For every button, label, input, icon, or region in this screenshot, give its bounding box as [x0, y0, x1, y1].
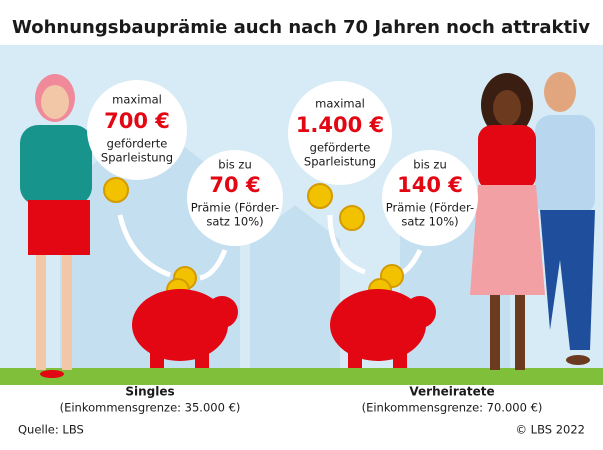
arrow: [117, 214, 171, 278]
group-sublabel: (Einkommensgrenze: 35.000 €): [60, 401, 241, 415]
bubble: [187, 150, 283, 246]
person-couple: [470, 72, 595, 370]
bubble-intro: maximal: [112, 93, 162, 107]
person-single: [20, 74, 92, 378]
grass: [0, 368, 603, 385]
bubble-line: Prämie (Förder-: [386, 201, 474, 215]
arrow: [199, 249, 228, 281]
bubble-line: satz 10%): [401, 215, 458, 229]
piggy-bank: [330, 289, 436, 368]
bubble-amount: 700 €: [104, 109, 170, 133]
bubble: [288, 81, 392, 185]
group-sublabel: (Einkommensgrenze: 70.000 €): [362, 401, 543, 415]
bubble-amount: 70 €: [209, 173, 260, 197]
bubble-text: maximal 700 € geförderte Sparleistung bi…: [101, 93, 474, 229]
bubble: [382, 150, 478, 246]
arrow: [327, 214, 366, 275]
group-label: Verheiratete: [409, 385, 494, 399]
bubble-line: Sparleistung: [101, 151, 173, 165]
bubble-line: Prämie (Förder-: [191, 201, 279, 215]
bubble: [87, 80, 187, 180]
bubble-line: Sparleistung: [304, 155, 376, 169]
bubble-line: geförderte: [107, 137, 168, 151]
bubble-amount: 140 €: [397, 173, 463, 197]
bubble-intro: bis zu: [218, 158, 251, 172]
copyright: © LBS 2022: [516, 423, 585, 437]
bubble-line: satz 10%): [206, 215, 263, 229]
group-label: Singles: [125, 385, 174, 399]
house: [250, 205, 340, 375]
title: Wohnungsbauprämie auch nach 70 Jahren no…: [12, 17, 590, 38]
source: Quelle: LBS: [18, 423, 84, 437]
bubble-intro: maximal: [315, 97, 365, 111]
piggy-bank: [132, 289, 238, 368]
bubble-line: geförderte: [310, 141, 371, 155]
bubble-intro: bis zu: [413, 158, 446, 172]
bubble-amount: 1.400 €: [296, 113, 384, 137]
